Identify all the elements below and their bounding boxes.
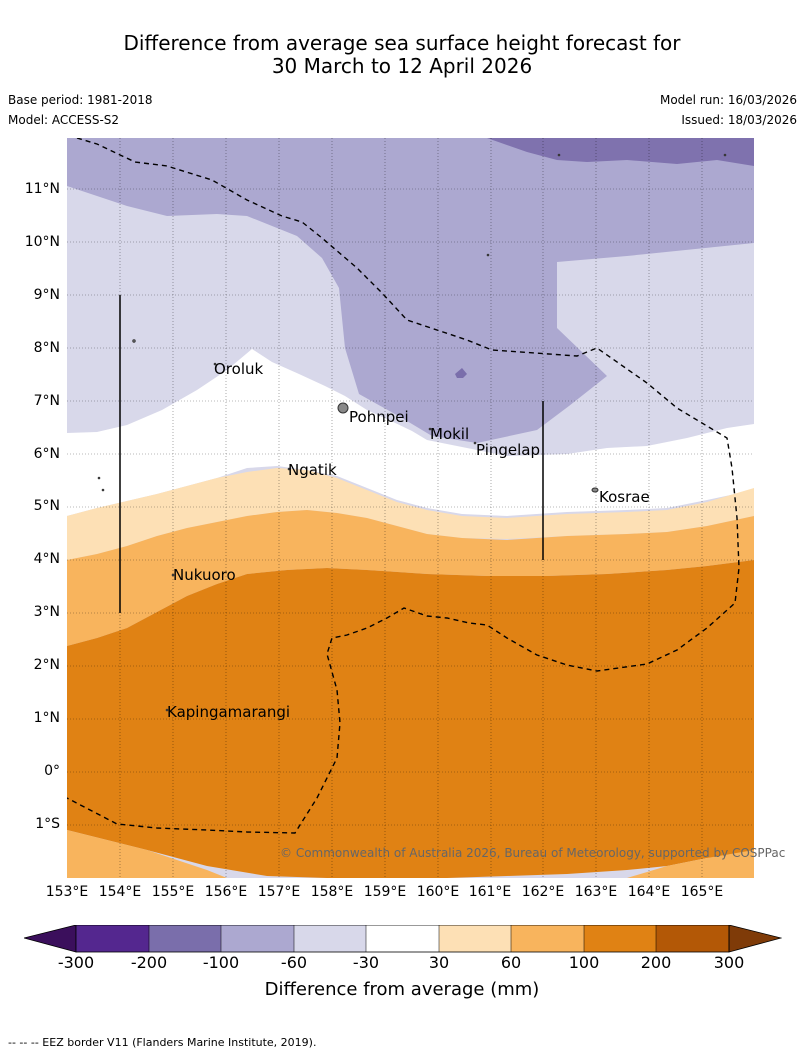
lon-label-165e: 165°E	[680, 884, 724, 900]
base-period: Base period: 1981-2018	[8, 93, 153, 107]
lat-label-8n: 8°N	[33, 340, 60, 356]
lon-label-162e: 162°E	[521, 884, 565, 900]
lat-label-0: 0°	[44, 763, 60, 779]
model-run: Model run: 16/03/2026	[659, 93, 797, 107]
colorbar-dividers	[148, 925, 657, 952]
band-dark-purple	[487, 138, 754, 166]
colorbar-label-30: 30	[428, 953, 450, 972]
pohnpei-island	[337, 402, 349, 414]
colorbar-under-arrow	[24, 925, 77, 953]
colorbar-title: Difference from average (mm)	[264, 979, 540, 1000]
colorbar-swatch-3	[221, 925, 294, 952]
lon-label-161e: 161°E	[468, 884, 512, 900]
lon-label-163e: 163°E	[574, 884, 618, 900]
lon-label-154e: 154°E	[98, 884, 142, 900]
patch-purple	[455, 368, 467, 378]
colorbar-swatch-8	[584, 925, 656, 952]
place-mokil: Mokil	[430, 425, 470, 443]
place-kosrae: Kosrae	[599, 488, 650, 506]
lon-label-156e: 156°E	[204, 884, 248, 900]
lat-label-11n: 11°N	[24, 181, 60, 197]
colorbar-label-200: 200	[640, 953, 672, 972]
eez-borders	[67, 138, 740, 834]
band-white	[67, 349, 754, 516]
lat-label-10n: 10°N	[24, 234, 60, 250]
colorbar-over-arrow	[728, 925, 782, 953]
lat-label-2n: 2°N	[33, 657, 60, 673]
lat-label-4n: 4°N	[33, 551, 60, 567]
lon-label-153e: 153°E	[45, 884, 89, 900]
lon-label-155e: 155°E	[151, 884, 195, 900]
lon-label-157e: 157°E	[257, 884, 301, 900]
colorbar-swatch-9	[656, 925, 729, 952]
map-area: Oroluk Pohnpei Mokil Pingelap Ngatik Kos…	[67, 138, 754, 878]
copyright-notice: © Commonwealth of Australia 2026, Bureau…	[280, 846, 786, 860]
colorbar-label-300: 300	[713, 953, 745, 972]
colorbar-swatch-7	[511, 925, 584, 952]
title-line-1: Difference from average sea surface heig…	[123, 31, 681, 55]
colorbar-swatch-2	[149, 925, 221, 952]
grid-lines	[67, 138, 754, 878]
lon-label-164e: 164°E	[627, 884, 671, 900]
place-kapingamarangi: Kapingamarangi	[167, 703, 291, 721]
islands	[97, 153, 727, 712]
kosrae-island	[591, 487, 599, 493]
colorbar-swatch-6	[439, 925, 511, 952]
colorbar-swatch-4	[294, 925, 366, 952]
place-oroluk: Oroluk	[214, 360, 264, 378]
colorbar-label-m100: -100	[202, 953, 240, 972]
lon-label-158e: 158°E	[310, 884, 354, 900]
lon-label-160e: 160°E	[416, 884, 460, 900]
map-svg	[67, 138, 754, 878]
band-bottom-orange-right	[627, 850, 754, 878]
band-medium-purple	[67, 138, 754, 443]
colorbar-swatch-1	[76, 925, 149, 952]
colorbar-label-60: 60	[500, 953, 522, 972]
footnote-eez: -- -- -- EEZ border V11 (Flanders Marine…	[8, 1036, 317, 1049]
lat-label-1s: 1°S	[35, 816, 60, 832]
lat-label-3n: 3°N	[33, 604, 60, 620]
place-pingelap: Pingelap	[476, 441, 541, 459]
band-bottom-orange	[67, 830, 227, 878]
colorbar-label-100: 100	[568, 953, 600, 972]
colorbar-label-m300: -300	[57, 953, 95, 972]
band-dark-orange	[67, 560, 754, 878]
band-light-orange	[67, 468, 754, 560]
lat-label-6n: 6°N	[33, 446, 60, 462]
issued-date: Issued: 18/03/2026	[681, 113, 797, 127]
map-frame	[67, 138, 754, 878]
place-pohnpei: Pohnpei	[349, 408, 409, 426]
colorbar-label-m200: -200	[130, 953, 168, 972]
colorbar-swatch-5	[366, 925, 439, 952]
place-nukuoro: Nukuoro	[173, 566, 236, 584]
map-title: Difference from average sea surface heig…	[0, 32, 804, 78]
band-medium-orange	[67, 510, 754, 646]
lon-label-159e: 159°E	[363, 884, 407, 900]
model-name: Model: ACCESS-S2	[8, 113, 120, 127]
lat-label-1n: 1°N	[33, 710, 60, 726]
solid-lines	[119, 295, 544, 613]
colorbar-outline	[75, 925, 730, 953]
place-ngatik: Ngatik	[288, 461, 337, 479]
lat-label-5n: 5°N	[33, 498, 60, 514]
lat-label-7n: 7°N	[33, 393, 60, 409]
lat-label-9n: 9°N	[33, 287, 60, 303]
title-line-2: 30 March to 12 April 2026	[271, 54, 533, 78]
colorbar-label-m30: -30	[352, 953, 380, 972]
colorbar-label-m60: -60	[280, 953, 308, 972]
colorbar	[24, 925, 782, 953]
